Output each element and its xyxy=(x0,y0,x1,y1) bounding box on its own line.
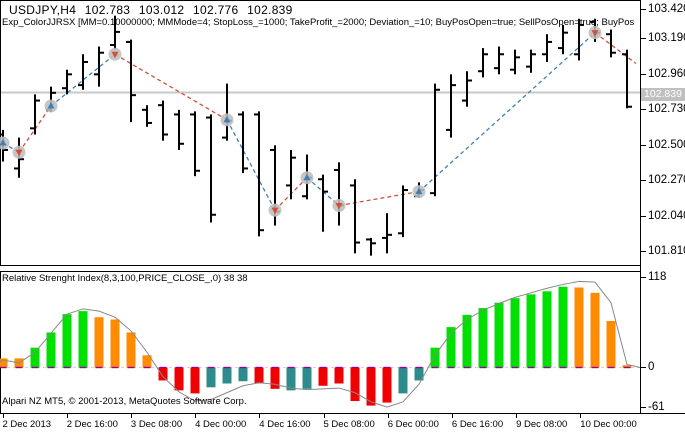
price-tick xyxy=(641,109,646,111)
indicator-axis-label: 118 xyxy=(648,271,667,284)
price-axis-label: 102.500 xyxy=(648,138,685,151)
buy-deal-marker-icon xyxy=(0,136,10,150)
current-price-label: 102.839 xyxy=(641,88,685,101)
sell-deal-marker-icon xyxy=(588,26,602,40)
time-tick xyxy=(259,414,261,418)
price-axis-label: 102.040 xyxy=(648,209,685,222)
price-axis-label: 101.810 xyxy=(648,245,685,258)
time-tick xyxy=(195,414,197,418)
time-tick xyxy=(66,414,68,418)
indicator-signal-line xyxy=(0,280,641,408)
buy-deal-marker-icon xyxy=(44,99,58,113)
symbol-ohlc-line: USDJPY,H4 102.783 103.012 102.776 102.83… xyxy=(9,3,293,17)
price-tick xyxy=(641,251,646,253)
indicator-histogram xyxy=(0,286,632,406)
price-tick xyxy=(641,73,646,75)
price-axis-border xyxy=(640,0,641,414)
price-tick xyxy=(641,144,646,146)
copyright-text: Alpari NZ MT5, © 2001-2013, MetaQuotes S… xyxy=(2,396,247,407)
price-tick xyxy=(641,38,646,40)
price-tick xyxy=(641,180,646,182)
time-axis-border xyxy=(0,413,685,414)
trade-markers xyxy=(0,26,602,217)
time-tick xyxy=(130,414,132,418)
time-axis-label: 4 Dec 00:00 xyxy=(195,419,247,430)
ohlc-bars xyxy=(0,15,632,256)
time-tick xyxy=(580,414,582,418)
indicator-tick xyxy=(641,277,646,279)
sell-deal-marker-icon xyxy=(268,203,282,217)
time-axis-label: 2 Dec 2013 xyxy=(2,419,52,430)
sell-deal-marker-icon xyxy=(108,47,122,61)
price-tick xyxy=(641,215,646,217)
time-tick xyxy=(516,414,518,418)
time-axis-label: 2 Dec 16:00 xyxy=(66,419,118,430)
trade-lines xyxy=(2,32,637,211)
price-axis-label: 103.190 xyxy=(648,32,685,45)
buy-deal-marker-icon xyxy=(220,113,234,127)
time-axis-label: 6 Dec 00:00 xyxy=(387,419,439,430)
price-axis-label: 102.960 xyxy=(648,67,685,80)
time-axis-label: 9 Dec 08:00 xyxy=(516,419,568,430)
time-tick xyxy=(323,414,325,418)
time-axis-label: 3 Dec 08:00 xyxy=(130,419,183,430)
time-axis-label: 6 Dec 16:00 xyxy=(451,419,504,430)
price-axis-label: 103.420 xyxy=(648,2,685,15)
expert-params-line: Exp_ColorJJRSX [MM=0.10000000; MMMode=4;… xyxy=(2,17,635,28)
indicator-axis-label: -61 xyxy=(648,400,665,413)
sell-deal-marker-icon xyxy=(332,199,346,212)
time-axis-label: 10 Dec 00:00 xyxy=(580,419,637,430)
price-axis-label: 102.270 xyxy=(648,174,685,187)
time-tick xyxy=(2,414,4,418)
indicator-tick xyxy=(641,406,646,408)
sell-deal-marker-icon xyxy=(12,145,26,159)
price-axis-label: 102.730 xyxy=(648,103,685,116)
time-tick xyxy=(387,414,389,418)
time-axis-label: 5 Dec 08:00 xyxy=(323,419,375,430)
indicator-title: Relative Strenght Index(8,3,100,PRICE_CL… xyxy=(2,273,248,284)
indicator-tick xyxy=(641,367,646,368)
buy-deal-marker-icon xyxy=(412,185,426,199)
time-axis-label: 4 Dec 16:00 xyxy=(259,419,311,430)
buy-deal-marker-icon xyxy=(300,171,314,185)
time-tick xyxy=(451,414,453,418)
main-chart-pane[interactable] xyxy=(0,0,641,266)
price-tick xyxy=(641,8,646,10)
indicator-axis-label: 0 xyxy=(648,361,655,373)
